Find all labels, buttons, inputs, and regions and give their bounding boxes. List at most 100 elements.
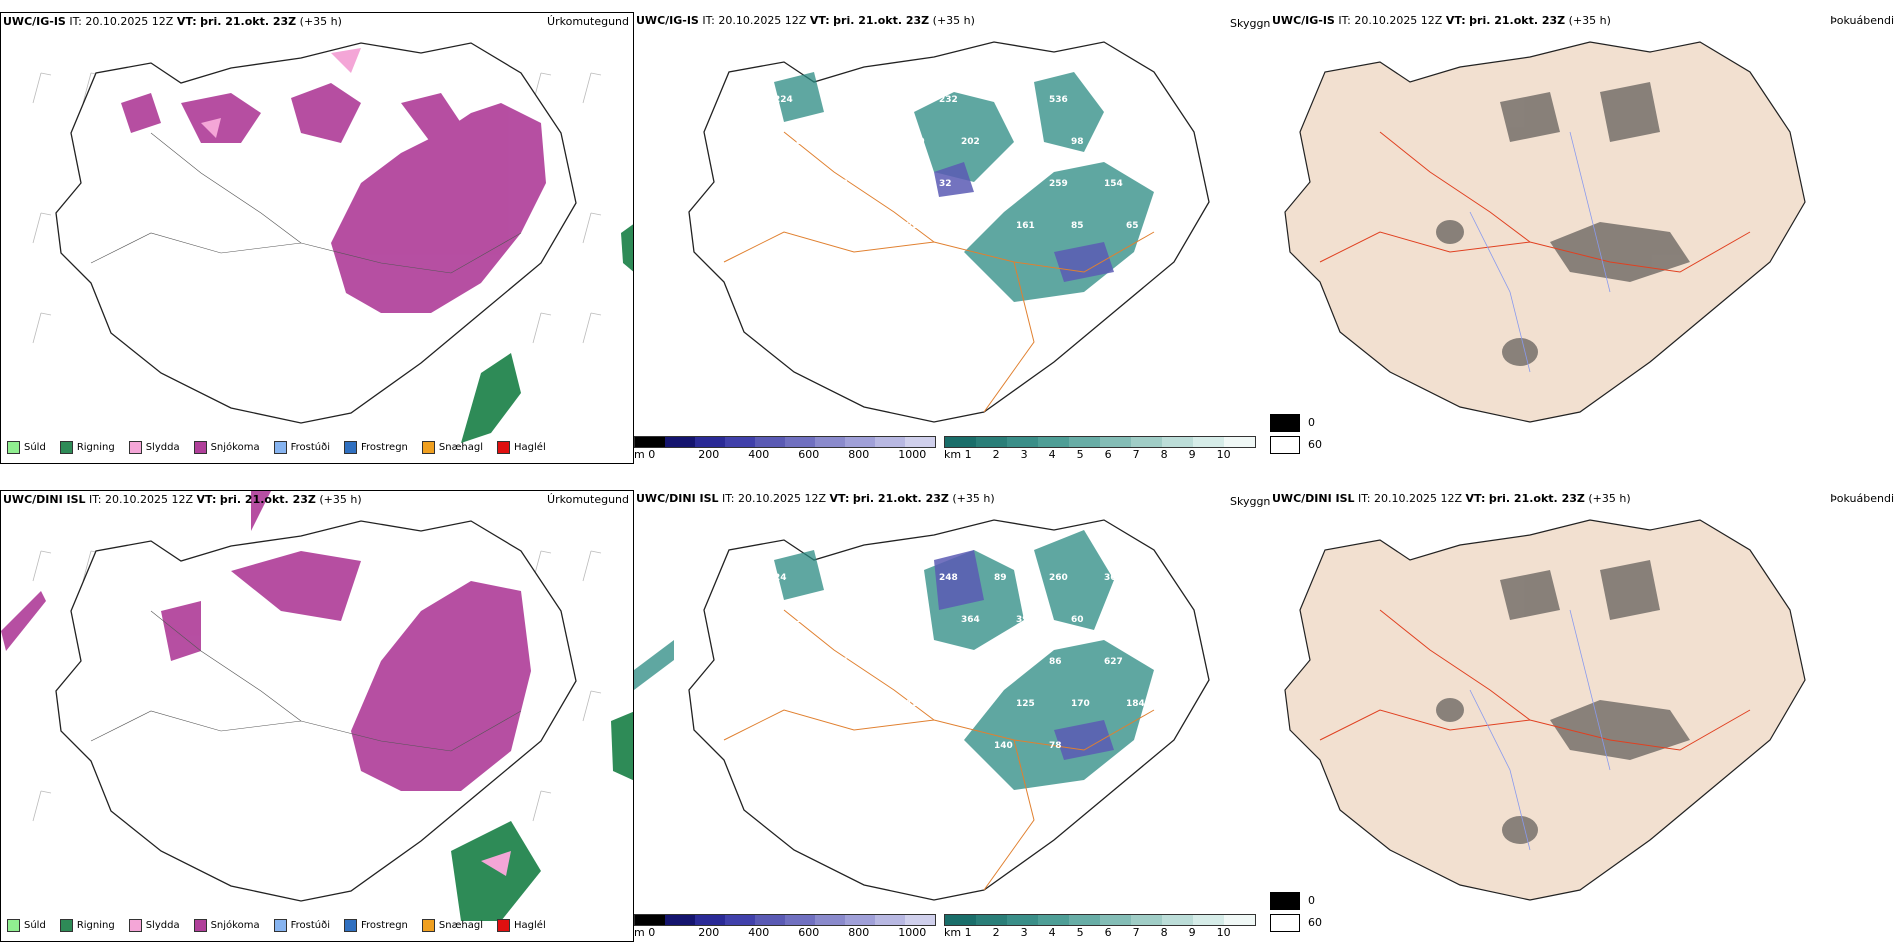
snow-areas bbox=[121, 83, 546, 313]
param-title: Þokuábendi bbox=[1830, 14, 1894, 27]
legend-item: Slydda bbox=[128, 441, 180, 454]
legend-swatch bbox=[59, 919, 73, 932]
colorbar-step bbox=[695, 437, 725, 447]
ceiling-label: 86 bbox=[1049, 657, 1062, 667]
ceiling-label: 125 bbox=[1016, 699, 1035, 709]
model-name: UWC/DINI ISL bbox=[636, 492, 719, 505]
ceiling-label: 89 bbox=[994, 573, 1007, 583]
legend-swatch bbox=[344, 441, 357, 454]
lead-time: (+35 h) bbox=[932, 14, 975, 27]
colorbar-step bbox=[815, 915, 845, 925]
legend-label: Haglél bbox=[514, 442, 546, 453]
legend-item: Snjókoma bbox=[193, 441, 260, 454]
legend-swatch bbox=[497, 919, 511, 932]
init-time: 20.10.2025 12Z bbox=[105, 493, 194, 506]
legend-label: Rigning bbox=[76, 442, 115, 453]
ceiling-label: 383 bbox=[994, 95, 1013, 105]
top-visibility-panel: 224 8 91 232 383 536 755 896 187 199 202 16 98 353 117… bbox=[634, 12, 1270, 464]
ceiling-label: 121 bbox=[994, 179, 1013, 189]
legend-item: Rigning bbox=[59, 919, 115, 932]
legend-item: Frostúði bbox=[273, 919, 330, 932]
ceiling-label: 184 bbox=[1126, 699, 1145, 709]
top-precip-map bbox=[32, 42, 633, 443]
ceiling-colorbar bbox=[634, 914, 936, 926]
colorbar-step bbox=[1069, 915, 1100, 925]
colorbar-step bbox=[945, 915, 976, 925]
legend-label: Frostúði bbox=[290, 920, 330, 931]
ceiling-label: 349 bbox=[961, 699, 980, 709]
tick-label: 6 bbox=[1104, 926, 1112, 939]
sleet-areas bbox=[201, 48, 361, 138]
legend-item: Frostregn bbox=[344, 919, 408, 932]
panel-header: UWC/DINI ISL IT: 20.10.2025 12Z VT: þri.… bbox=[636, 492, 995, 505]
fog-key-min-swatch bbox=[1270, 436, 1300, 454]
colorbar-step bbox=[1007, 437, 1038, 447]
tick-label: 7 bbox=[1132, 448, 1140, 461]
ceiling-label: 536 bbox=[1049, 95, 1068, 105]
colorbar-step bbox=[755, 915, 785, 925]
ceiling-label: 281 bbox=[884, 741, 903, 751]
model-name: UWC/IG-IS bbox=[636, 14, 699, 27]
ceiling-label: 98 bbox=[1071, 137, 1084, 147]
colorbar-step bbox=[976, 437, 1007, 447]
vt-label: VT: bbox=[1445, 14, 1466, 27]
ceiling-label: 165 bbox=[829, 657, 848, 667]
legend-item: Rigning bbox=[59, 441, 115, 454]
tick-label: 400 bbox=[748, 926, 770, 939]
ceiling-label: 162 bbox=[939, 741, 958, 751]
ceiling-label: 187 bbox=[851, 137, 870, 147]
ceiling-label: 117 bbox=[774, 179, 793, 189]
tick-label: 9 bbox=[1188, 926, 1196, 939]
tick-label: 6 bbox=[1104, 448, 1112, 461]
legend-item: Snæhagl bbox=[421, 919, 483, 932]
ceiling-label: 259 bbox=[1049, 179, 1068, 189]
tick-label: 0 bbox=[648, 926, 656, 939]
colorbar-step bbox=[635, 437, 665, 447]
colorbar-step bbox=[1193, 915, 1224, 925]
roads bbox=[90, 132, 522, 274]
fog-key-max: 0 bbox=[1308, 416, 1315, 429]
legend-label: Slydda bbox=[145, 442, 180, 453]
tick-label: 4 bbox=[1048, 448, 1056, 461]
lead-time: (+35 h) bbox=[1588, 492, 1631, 505]
it-label: IT: bbox=[1338, 14, 1351, 27]
vt-label: VT: bbox=[1465, 492, 1486, 505]
legend-swatch bbox=[344, 919, 357, 932]
lead-time: (+35 h) bbox=[299, 15, 342, 28]
ceiling-label: 146 bbox=[796, 615, 815, 625]
ceiling-label: 369 bbox=[1104, 573, 1123, 583]
fog-key-min: 60 bbox=[1308, 916, 1322, 929]
ceiling-label: 364 bbox=[961, 615, 980, 625]
roads bbox=[723, 131, 1155, 413]
visibility-colorbar bbox=[944, 436, 1256, 448]
top-fog-map bbox=[1284, 41, 1806, 423]
rivers bbox=[1469, 131, 1611, 373]
it-label: IT: bbox=[702, 14, 715, 27]
visibility-ticks: km 1 2 3 4 5 6 7 8 9 10 bbox=[944, 448, 1264, 461]
legend-item: Haglél bbox=[497, 441, 546, 454]
legend-item: Frostregn bbox=[344, 441, 408, 454]
valid-time: þri. 21.okt. 23Z bbox=[1488, 492, 1585, 505]
ceiling-unit: m bbox=[634, 448, 645, 461]
colorbar-step bbox=[815, 437, 845, 447]
legend-swatch bbox=[7, 919, 20, 932]
tick-label: 400 bbox=[748, 448, 770, 461]
legend-swatch bbox=[59, 441, 73, 454]
ceiling-label: 154 bbox=[1104, 179, 1123, 189]
colorbar-step bbox=[845, 915, 875, 925]
legend-swatch bbox=[193, 919, 207, 932]
it-label: IT: bbox=[89, 493, 102, 506]
colorbar-step bbox=[905, 915, 935, 925]
vt-label: VT: bbox=[196, 493, 217, 506]
ceiling-label: 1 bbox=[774, 263, 780, 273]
fog-key-min-swatch bbox=[1270, 914, 1300, 932]
tick-label: 3 bbox=[1020, 926, 1028, 939]
ceiling-label: 78 bbox=[1049, 741, 1062, 751]
ceiling-label: 65 bbox=[1126, 221, 1139, 231]
model-name: UWC/IG-IS bbox=[3, 15, 66, 28]
ceiling-label: 32 bbox=[939, 179, 952, 189]
legend-item: Slydda bbox=[128, 919, 180, 932]
init-time: 20.10.2025 12Z bbox=[718, 14, 807, 27]
model-name: UWC/IG-IS bbox=[1272, 14, 1335, 27]
colorbar-step bbox=[785, 437, 815, 447]
